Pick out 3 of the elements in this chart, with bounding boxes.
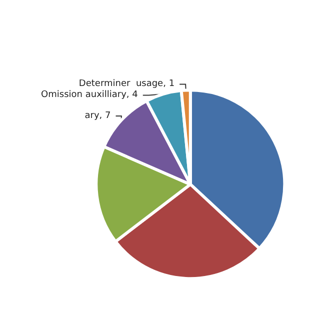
slice-label: Omission auxilliary, 4 xyxy=(41,90,138,100)
slice-label: Determiner usage, 1 xyxy=(78,79,175,90)
slice-label: ary, 7 xyxy=(84,111,111,122)
